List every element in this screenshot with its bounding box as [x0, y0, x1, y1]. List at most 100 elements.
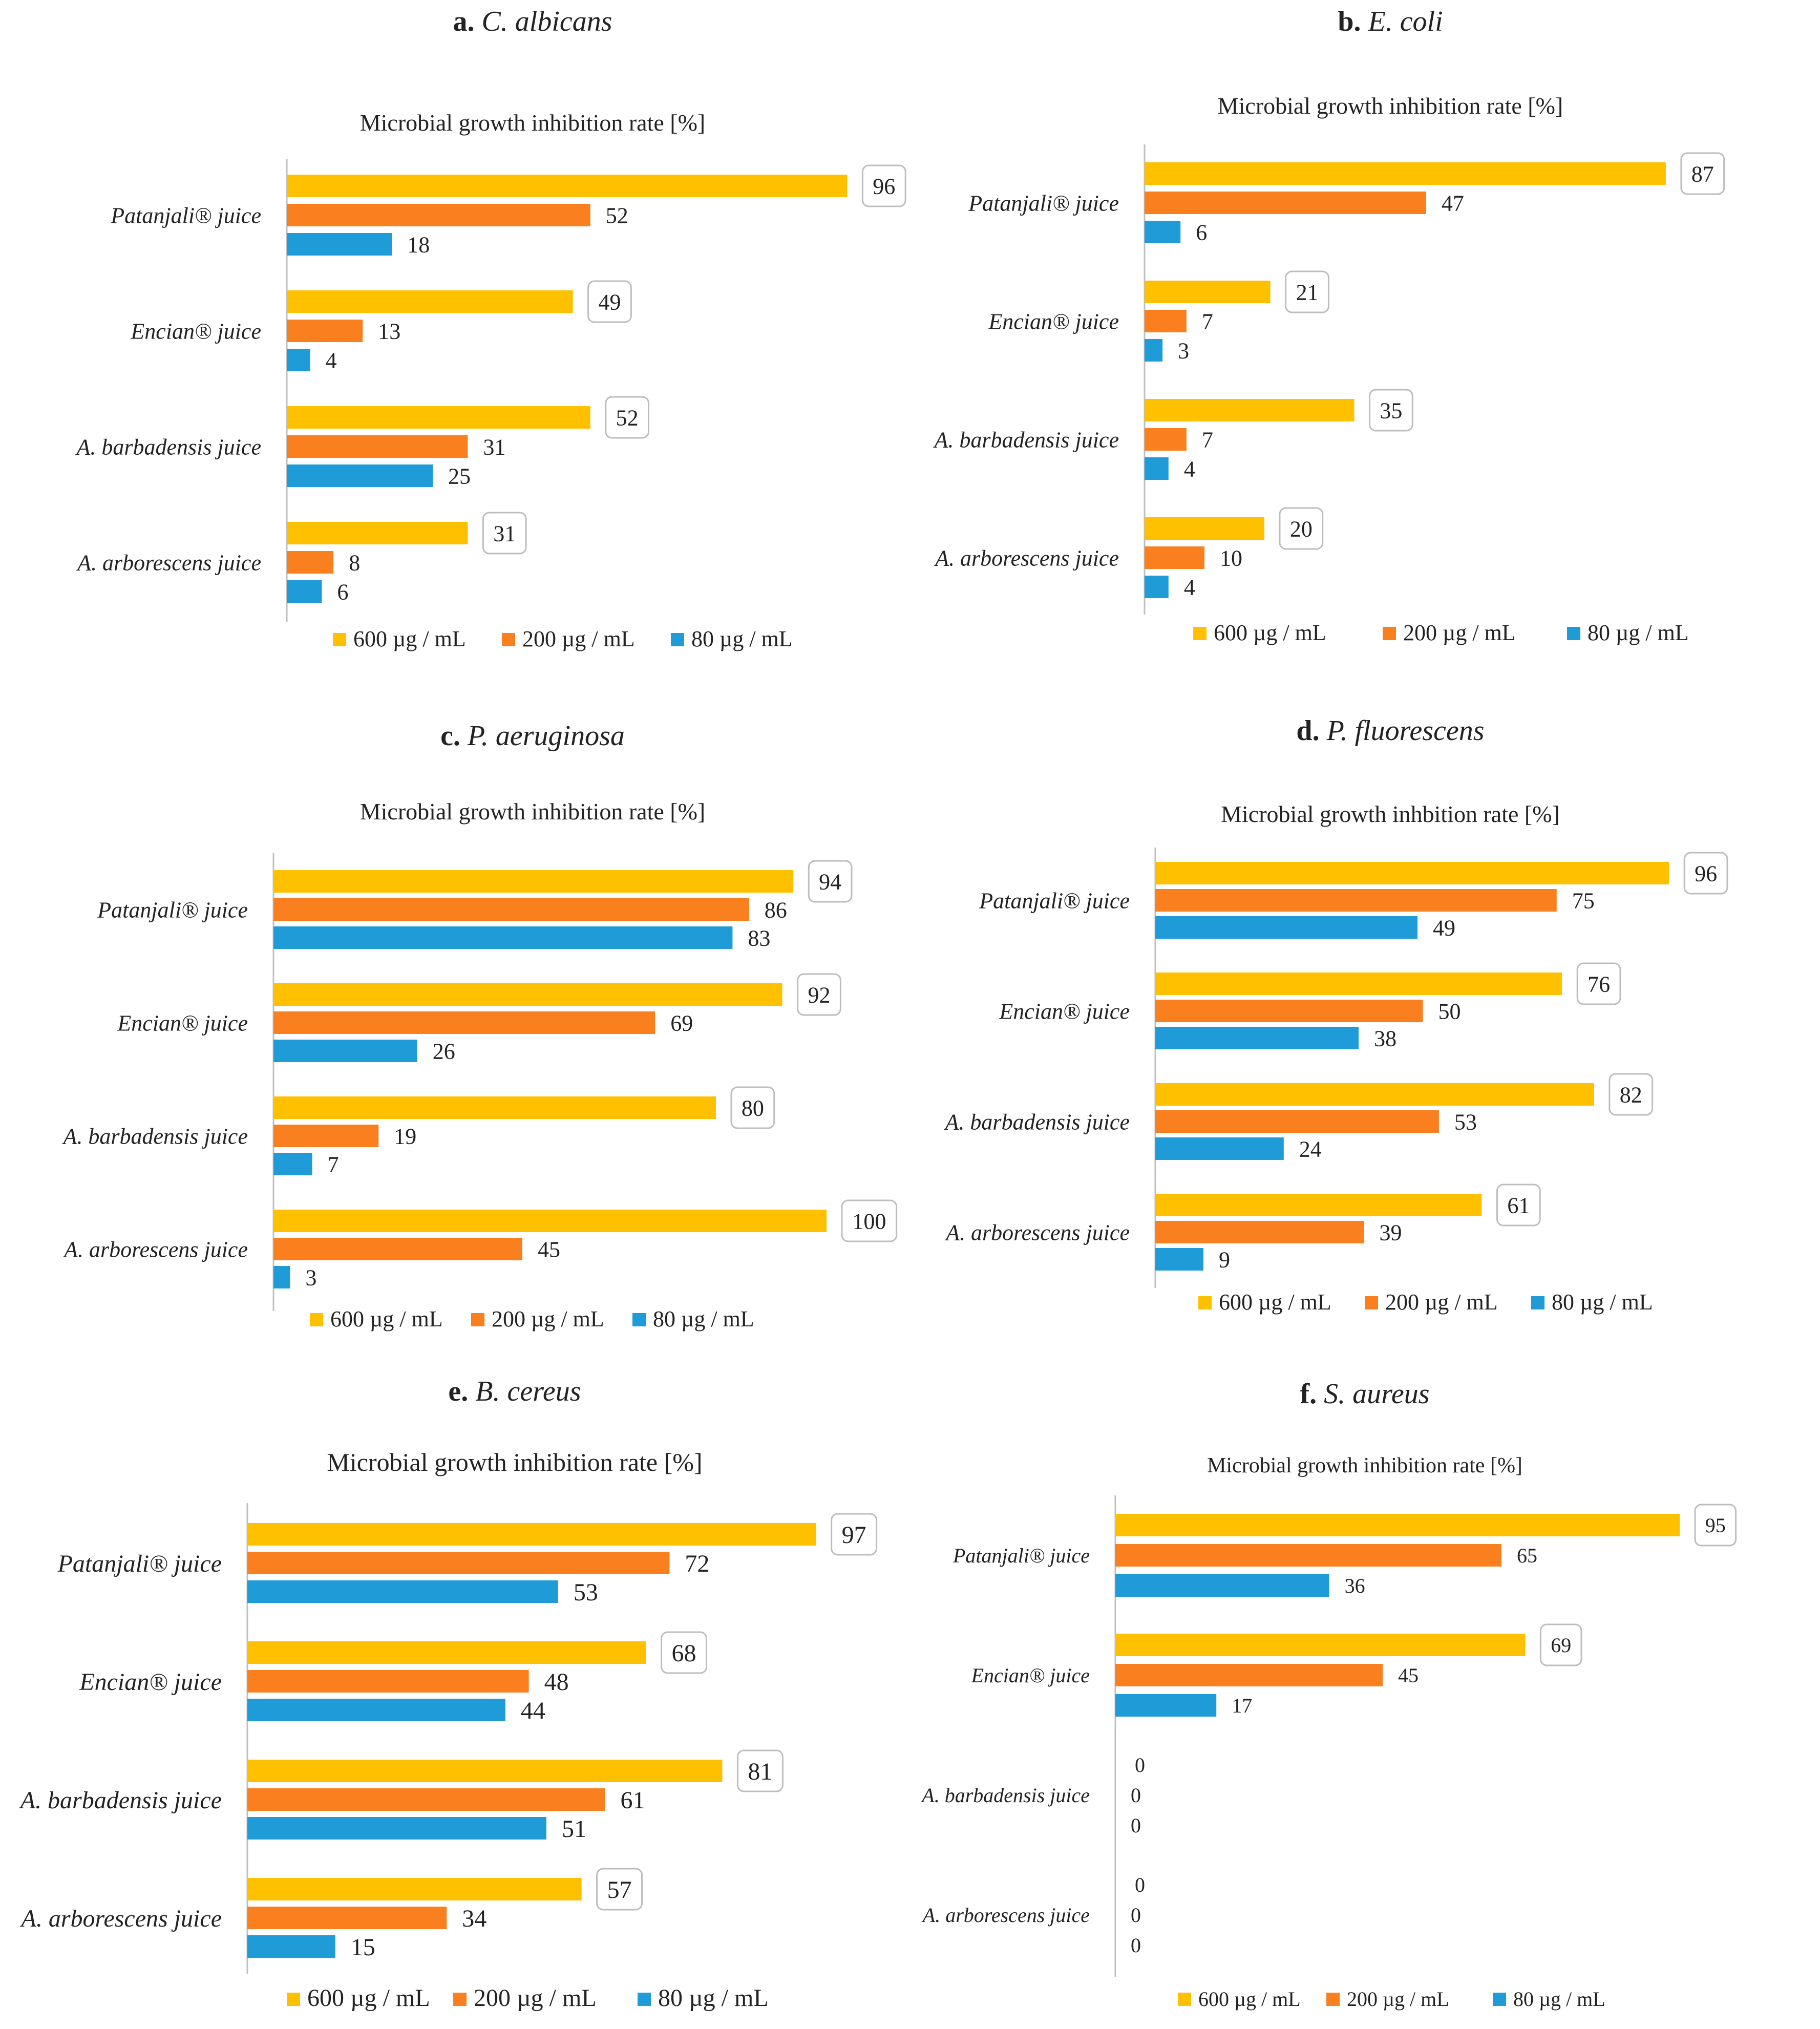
bar	[1115, 1664, 1383, 1686]
data-label-box	[482, 512, 527, 555]
data-label: 8	[349, 550, 360, 575]
data-label: 44	[521, 1697, 545, 1724]
bar	[287, 551, 334, 574]
chart-panel-d: d. P. fluorescens Microbial growth inhbit…	[943, 715, 1728, 1315]
panel-letter: c.	[440, 720, 468, 752]
bar	[287, 435, 468, 458]
bar	[1155, 1027, 1359, 1049]
chart-panel-e: e. B. cereus Microbial growth inhibition …	[19, 1376, 878, 2012]
data-label: 36	[1345, 1574, 1365, 1597]
bar	[247, 1760, 723, 1782]
bar	[273, 1096, 716, 1119]
category-label: A. arborescens juice	[934, 545, 1119, 570]
legend-label: 80 µg / mL	[658, 1984, 769, 2012]
data-label: 20	[1290, 516, 1313, 541]
panel-letter: e.	[448, 1376, 475, 1407]
data-label: 51	[562, 1815, 586, 1843]
category-label: Patanjali® juice	[953, 1544, 1090, 1567]
data-label: 53	[1454, 1109, 1477, 1134]
data-label: 34	[462, 1905, 486, 1932]
data-label-box	[1683, 852, 1728, 895]
bar	[247, 1817, 546, 1840]
bar	[273, 1125, 379, 1147]
legend-label: 80 µg / mL	[1552, 1290, 1653, 1315]
data-label: 96	[873, 174, 895, 199]
category-label: A. barbadensis juice	[933, 427, 1119, 452]
category-label: Encian® juice	[971, 1664, 1090, 1687]
category-label: Encian® juice	[117, 1010, 248, 1035]
category-label: A. barbadensis juice	[19, 1787, 222, 1814]
data-label: 48	[544, 1668, 569, 1696]
legend-label: 600 µg / mL	[1198, 1988, 1301, 2011]
data-label-box	[797, 973, 841, 1016]
data-label-box	[736, 1749, 784, 1792]
legend-label: 80 µg / mL	[1513, 1988, 1605, 2011]
bar	[273, 926, 733, 949]
data-label: 68	[672, 1640, 696, 1667]
data-label-box	[730, 1086, 775, 1129]
bar	[1155, 916, 1418, 939]
bar	[247, 1641, 646, 1664]
data-label: 39	[1380, 1220, 1402, 1245]
data-label: 9	[1219, 1247, 1230, 1272]
data-label: 69	[670, 1010, 693, 1035]
legend-swatch	[1383, 627, 1396, 640]
chart-title: Microbial growth inhbition rate [%]	[1221, 801, 1560, 827]
legend-swatch	[638, 1993, 651, 2006]
data-label: 95	[1705, 1514, 1726, 1537]
legend-label: 200 µg / mL	[474, 1984, 597, 2012]
data-label: 31	[493, 521, 516, 546]
data-label-box	[831, 1513, 878, 1556]
bar	[1115, 1634, 1526, 1656]
data-label-box	[1576, 962, 1621, 1005]
bar	[273, 1040, 417, 1062]
panel-letter: d.	[1296, 715, 1326, 747]
bar	[1145, 192, 1426, 214]
bar	[1115, 1574, 1329, 1597]
legend-label: 80 µg / mL	[653, 1306, 754, 1331]
chart-panel-a: a. C. albicans Microbial growth inhibitio…	[75, 6, 906, 651]
panel-heading: d. P. fluorescens	[1296, 715, 1484, 747]
bar	[1155, 1083, 1594, 1106]
data-label: 87	[1691, 161, 1714, 186]
bar	[1155, 1248, 1204, 1271]
data-label-box	[808, 860, 853, 903]
bar	[287, 290, 573, 313]
data-label-box	[1369, 389, 1413, 432]
category-label: A. arborescens juice	[76, 550, 261, 575]
bar	[1155, 889, 1557, 912]
data-label-box	[1539, 1623, 1582, 1666]
data-label-box	[841, 1199, 898, 1242]
data-label: 61	[620, 1787, 645, 1814]
chart-title: Microbial growth inhibition rate [%]	[1207, 1454, 1522, 1477]
legend-label: 600 µg / mL	[307, 1984, 430, 2012]
data-label: 94	[819, 869, 841, 894]
data-label: 31	[483, 434, 505, 459]
legend-swatch	[453, 1993, 467, 2006]
panel-letter: f.	[1300, 1378, 1324, 1410]
category-label: A. arborescens juice	[944, 1220, 1130, 1245]
data-label: 96	[1695, 861, 1717, 886]
category-label: A. arborescens juice	[921, 1904, 1090, 1927]
legend-swatch	[502, 633, 515, 646]
data-label: 3	[305, 1265, 316, 1290]
data-label-box	[1694, 1504, 1737, 1547]
bar	[287, 204, 590, 226]
data-label: 82	[1620, 1082, 1642, 1107]
data-label-box	[1609, 1073, 1654, 1116]
category-label: A. arborescens juice	[20, 1905, 222, 1932]
data-label: 7	[1202, 309, 1213, 334]
bar	[287, 320, 363, 342]
bar	[1115, 1514, 1680, 1536]
data-label: 0	[1131, 1934, 1141, 1957]
legend-label: 80 µg / mL	[1588, 620, 1689, 645]
bar	[273, 1238, 522, 1260]
bar	[247, 1580, 558, 1603]
data-label: 45	[538, 1237, 560, 1262]
data-label: 0	[1135, 1873, 1145, 1896]
bar	[273, 898, 749, 921]
data-label: 0	[1131, 1904, 1141, 1927]
legend-label: 600 µg / mL	[353, 626, 466, 651]
data-label: 24	[1299, 1136, 1322, 1161]
